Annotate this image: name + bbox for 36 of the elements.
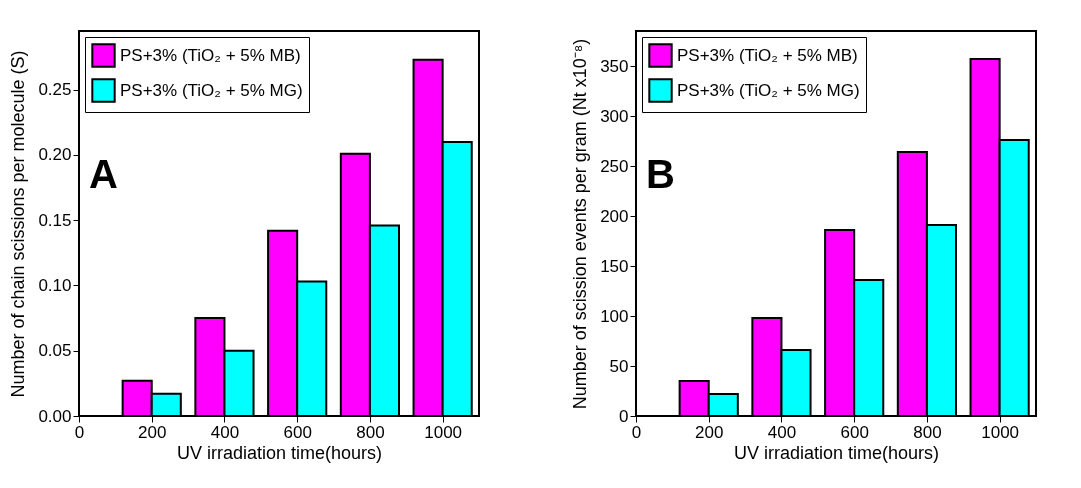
y-tick-label: 250	[600, 156, 629, 176]
y-tick-label: 0.00	[38, 406, 72, 426]
x-tick-label: 800	[913, 422, 942, 442]
annotation: A	[89, 152, 118, 196]
x-tick-label: 400	[210, 422, 240, 442]
y-tick-label: 0.25	[38, 80, 72, 100]
annotation: B	[646, 152, 675, 196]
y-tick-label: 0	[619, 406, 629, 426]
x-tick-label: 400	[767, 422, 797, 442]
y-tick-label: 0.05	[38, 341, 72, 361]
y-tick-label: 350	[600, 56, 629, 76]
x-axis-title: UV irradiation time(hours)	[733, 442, 940, 463]
x-axis-title: UV irradiation time(hours)	[176, 442, 383, 463]
x-tick-label: 600	[840, 422, 869, 442]
x-tick-label: 1000	[424, 422, 463, 442]
y-tick-label: 100	[600, 306, 629, 326]
y-axis-title: Number of scission events per gram (Nt x10⁻⁸)	[570, 38, 591, 410]
y-axis-title: Number of chain scissions per molecule (S)	[8, 50, 29, 398]
x-tick-label: 1000	[981, 422, 1020, 442]
x-tick-label: 800	[356, 422, 385, 442]
y-tick-label: 0.20	[38, 145, 72, 165]
x-tick-label: 200	[138, 422, 167, 442]
y-tick-label: 300	[600, 106, 629, 126]
y-tick-label: 0.15	[38, 210, 72, 230]
legend-label: PS+3% (TiO₂ + 5% MG)	[677, 80, 860, 100]
y-tick-label: 50	[609, 356, 629, 376]
y-tick-label: 150	[600, 256, 629, 276]
legend-label: PS+3% (TiO₂ + 5% MB)	[120, 45, 301, 65]
legend-label: PS+3% (TiO₂ + 5% MG)	[120, 80, 303, 100]
y-tick-label: 200	[600, 206, 629, 226]
legend-label: PS+3% (TiO₂ + 5% MB)	[677, 45, 858, 65]
x-tick-label: 600	[283, 422, 312, 442]
x-tick-label: 0	[631, 422, 642, 442]
x-tick-label: 0	[74, 422, 85, 442]
y-tick-label: 0.10	[38, 275, 72, 295]
x-tick-label: 200	[695, 422, 724, 442]
